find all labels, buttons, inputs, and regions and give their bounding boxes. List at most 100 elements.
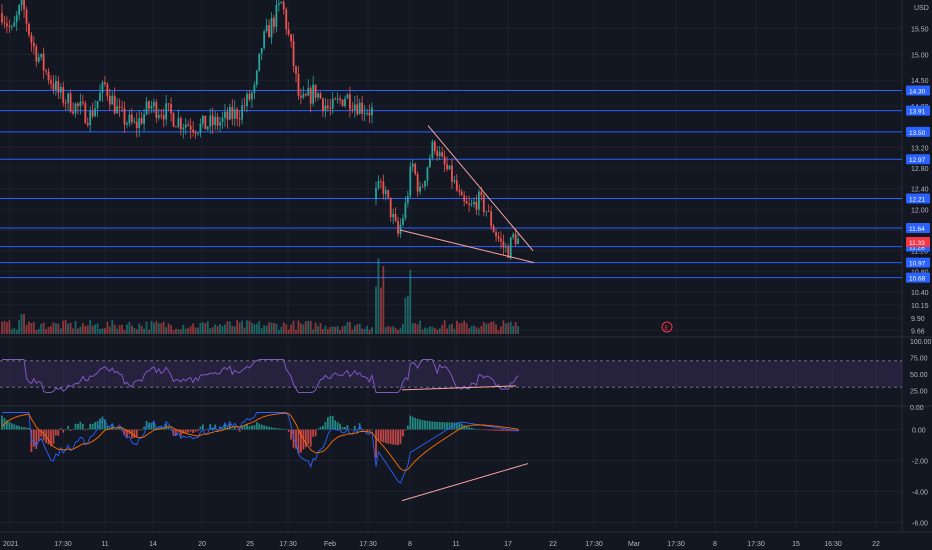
macd-histogram-bar xyxy=(106,426,109,430)
macd-histogram-bar xyxy=(155,427,158,430)
macd-histogram-bar xyxy=(349,429,351,430)
volume-bar xyxy=(426,328,429,334)
candle-body xyxy=(409,166,412,196)
candle-body xyxy=(6,23,8,27)
candle-body xyxy=(130,114,133,122)
candle-body xyxy=(443,156,446,165)
volume-bar xyxy=(13,328,16,334)
price-tick-label: 12.40 xyxy=(911,187,929,194)
candle-body xyxy=(231,107,234,119)
candle-body xyxy=(74,103,77,114)
volume-bar xyxy=(153,322,155,334)
rsi-tick-label: 75.00 xyxy=(910,356,928,363)
time-tick-label: 17:30 xyxy=(359,541,377,548)
volume-bar xyxy=(387,325,390,334)
price-pane[interactable]: E xyxy=(0,0,902,334)
candle-body xyxy=(177,118,180,127)
time-tick-label: 14 xyxy=(149,541,157,548)
macd-histogram-bar xyxy=(157,427,160,430)
volume-bar xyxy=(248,320,251,334)
volume-bar xyxy=(84,325,87,334)
candle-body xyxy=(94,108,96,117)
price-tick-label: 10.15 xyxy=(911,303,929,310)
volume-bar xyxy=(194,327,197,334)
candle-body xyxy=(64,103,67,104)
candle-body xyxy=(25,9,28,24)
macd-histogram-bar xyxy=(482,429,485,431)
candle-body xyxy=(206,126,209,130)
volume-bar xyxy=(402,323,404,334)
macd-tick-label: -6.00 xyxy=(912,520,928,527)
candle-body xyxy=(165,103,168,120)
macd-histogram-bar xyxy=(277,428,280,430)
volume-bar xyxy=(382,265,385,334)
macd-histogram-bar xyxy=(77,423,79,430)
macd-histogram-bar xyxy=(438,421,441,430)
volume-bar xyxy=(304,321,307,334)
volume-bar xyxy=(295,329,297,334)
volume-bar xyxy=(478,328,480,334)
candle-body xyxy=(465,201,468,204)
candle-body xyxy=(399,224,402,234)
macd-histogram-bar xyxy=(468,427,470,430)
macd-histogram-bar xyxy=(81,423,84,430)
macd-histogram-bar xyxy=(197,429,199,432)
time-tick-label: 8 xyxy=(713,541,717,548)
macd-histogram-bar xyxy=(18,426,21,430)
macd-histogram-bar xyxy=(334,420,337,430)
volume-bar xyxy=(35,329,38,334)
macd-histogram-bar xyxy=(339,423,341,430)
candle-body xyxy=(458,190,461,192)
volume-bar xyxy=(74,321,77,334)
candle-body xyxy=(155,101,158,118)
volume-bar xyxy=(344,325,346,334)
candle-body xyxy=(326,105,329,108)
macd-histogram-bar xyxy=(246,423,248,430)
rsi-divergence-line xyxy=(401,385,517,391)
candle-body xyxy=(307,88,310,96)
price-tick-label: 11.20 xyxy=(911,249,928,256)
candle-body xyxy=(509,237,512,259)
level-price-label: 10.68 xyxy=(909,276,926,283)
volume-bar xyxy=(322,329,324,334)
macd-histogram-bar xyxy=(424,420,426,430)
macd-histogram-bar xyxy=(319,426,322,430)
macd-histogram-bar xyxy=(111,425,114,430)
rsi-pane[interactable] xyxy=(0,359,902,393)
volume-bar xyxy=(353,325,356,334)
volume-bar xyxy=(45,329,47,334)
candle-body xyxy=(504,246,507,248)
macd-histogram-bar xyxy=(236,429,239,431)
macd-histogram-bar xyxy=(28,427,30,430)
candle-body xyxy=(118,106,121,108)
volume-bar xyxy=(199,322,202,334)
volume-bar xyxy=(465,323,468,334)
volume-bar xyxy=(86,325,89,334)
macd-histogram-bar xyxy=(329,415,332,430)
candle-body xyxy=(334,98,337,100)
macd-histogram-bar xyxy=(490,429,493,431)
price-tick-label: 9.66 xyxy=(911,328,925,335)
macd-histogram-bar xyxy=(69,429,72,431)
candle-body xyxy=(436,151,439,156)
candle-body xyxy=(228,107,231,120)
volume-bar xyxy=(126,324,128,334)
macd-histogram-bar xyxy=(507,429,510,432)
volume-bar xyxy=(451,323,453,334)
candle-body xyxy=(487,211,490,213)
volume-bar xyxy=(192,323,194,334)
time-axis[interactable]: 2021 17:30 11 14 20 25 17:30 Feb 17:30 8 11 17 22 17:… xyxy=(3,541,880,548)
macd-histogram-bar xyxy=(255,422,258,430)
volume-bar xyxy=(175,328,177,334)
volume-bar xyxy=(480,325,483,334)
volume-bar xyxy=(485,323,488,334)
macd-histogram-bar xyxy=(394,429,397,445)
macd-pane[interactable] xyxy=(1,412,529,502)
currency-label: USD xyxy=(914,5,929,12)
candle-body xyxy=(463,195,466,202)
volume-bar xyxy=(133,327,136,334)
candle-body xyxy=(366,112,368,114)
price-axis[interactable]: USD 15.5015.0014.5014.0013.5013.2012.801… xyxy=(906,5,932,527)
macd-histogram-bar xyxy=(312,429,315,437)
